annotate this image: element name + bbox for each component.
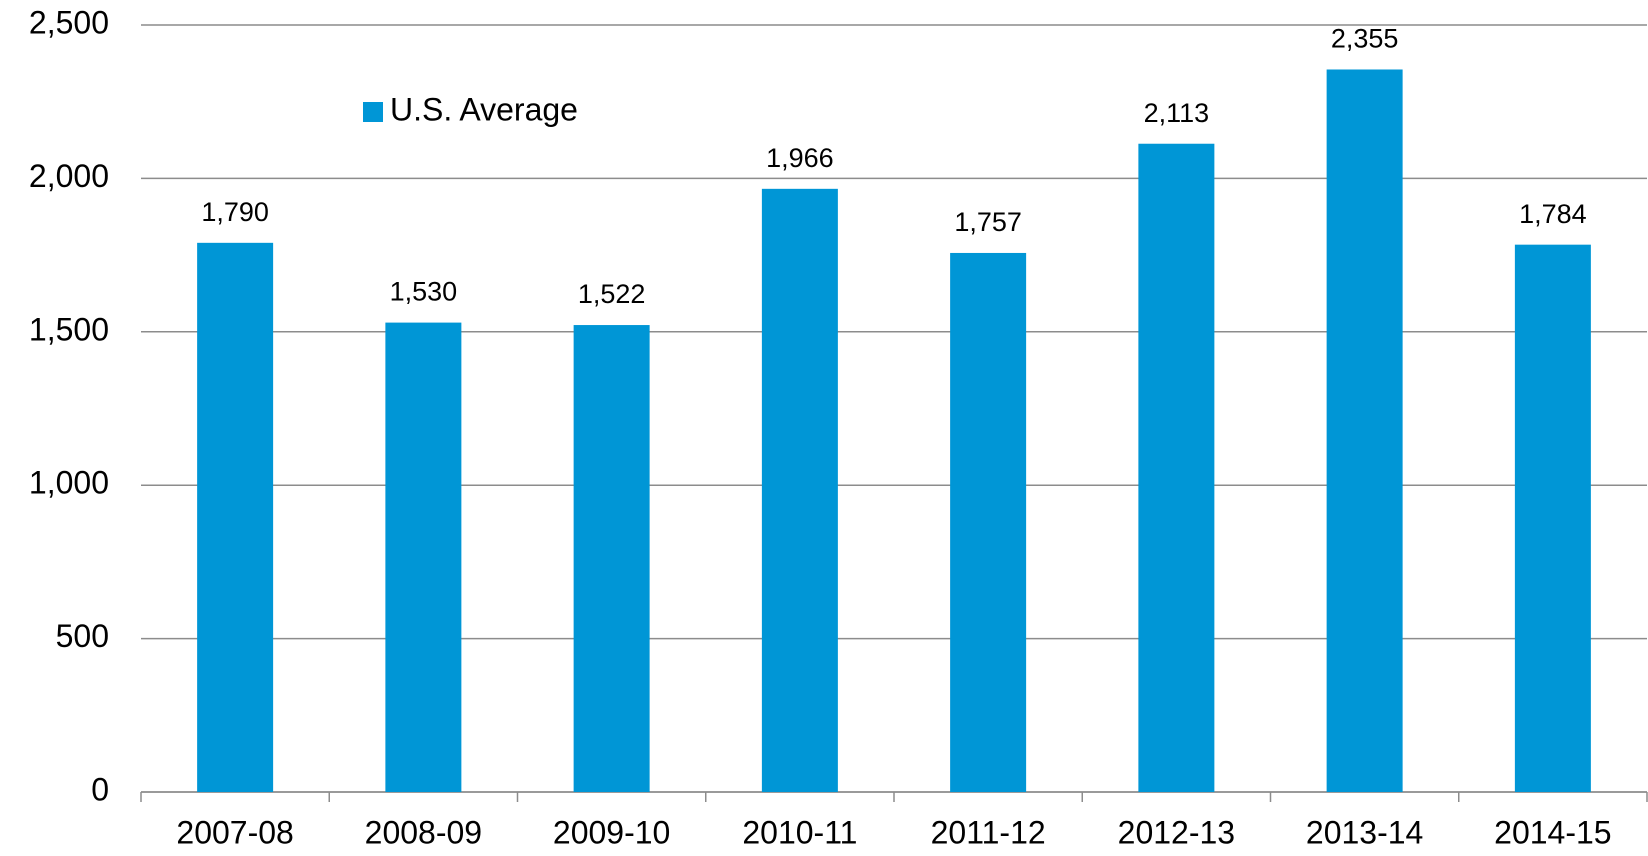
y-tick-label: 1,500 — [29, 311, 109, 347]
x-tick-label: 2011-12 — [931, 814, 1046, 850]
bar — [385, 322, 462, 792]
bar — [573, 325, 650, 792]
value-label: 1,757 — [954, 207, 1022, 237]
x-tick-label: 2012-13 — [1118, 814, 1235, 850]
value-label: 1,790 — [201, 197, 269, 227]
y-tick-label: 500 — [56, 618, 109, 654]
bar — [1514, 244, 1591, 792]
bar — [1138, 143, 1215, 793]
bar — [950, 252, 1027, 792]
y-tick-label: 2,000 — [29, 158, 109, 194]
x-tick-label: 2008-09 — [365, 814, 482, 850]
y-tick-label: 2,500 — [29, 4, 109, 40]
y-tick-label: 0 — [91, 771, 109, 807]
x-tick-label: 2010-11 — [742, 814, 857, 850]
x-tick-label: 2013-14 — [1306, 814, 1423, 850]
value-label: 1,966 — [766, 143, 834, 173]
bar — [761, 188, 838, 793]
value-label: 1,784 — [1519, 199, 1587, 229]
legend-swatch — [363, 102, 383, 122]
y-tick-label: 1,000 — [29, 465, 109, 501]
bar — [197, 242, 274, 792]
x-tick-label: 2007-08 — [176, 814, 293, 850]
x-tick-label: 2014-15 — [1494, 814, 1611, 850]
value-label: 2,355 — [1331, 24, 1399, 54]
value-label: 2,113 — [1144, 98, 1210, 128]
bar — [1326, 69, 1403, 792]
value-label: 1,530 — [390, 277, 458, 307]
value-label: 1,522 — [578, 279, 646, 309]
legend-label: U.S. Average — [390, 91, 578, 127]
x-tick-label: 2009-10 — [553, 814, 670, 850]
